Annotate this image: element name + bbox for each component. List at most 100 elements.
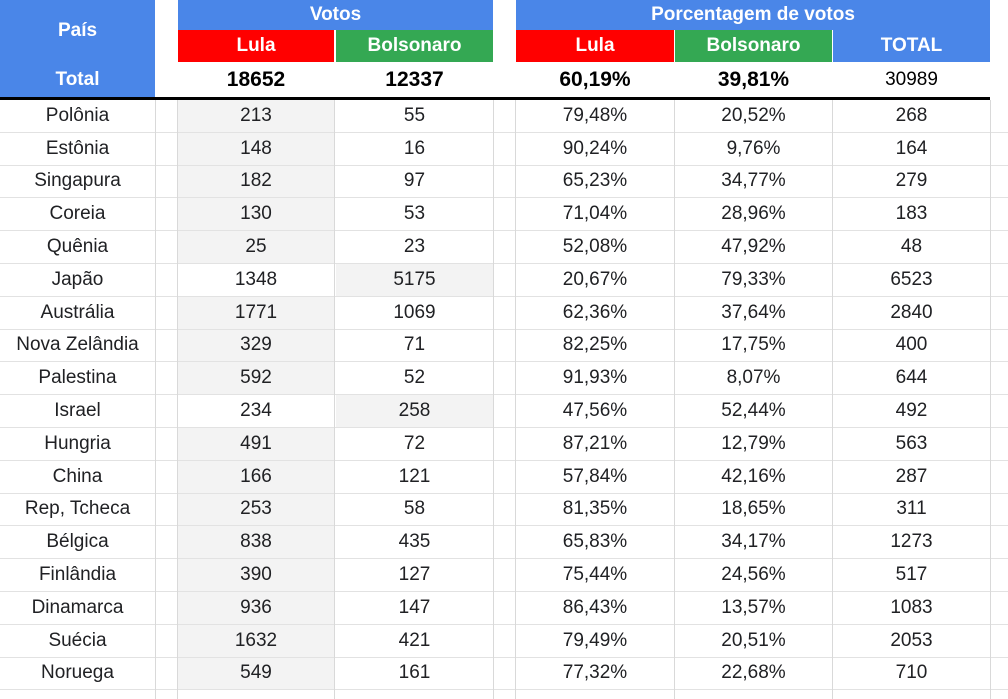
country-cell[interactable]: Bélgica (46, 531, 109, 553)
total-cell[interactable]: 183 (895, 203, 928, 225)
bolsonaro-votes-cell[interactable]: 58 (403, 498, 426, 520)
lula-pct-cell[interactable]: 71,04% (562, 203, 628, 225)
total-cell[interactable]: 48 (900, 236, 923, 258)
lula-pct-cell[interactable]: 52,08% (562, 236, 628, 258)
lula-pct-cell[interactable]: 62,36% (562, 301, 628, 323)
total-cell[interactable]: 164 (895, 137, 928, 159)
bolsonaro-pct-cell[interactable]: 9,76% (726, 137, 781, 159)
lula-votes-cell[interactable]: 1771 (178, 296, 334, 329)
country-cell[interactable]: Israel (54, 400, 101, 422)
lula-pct-cell[interactable]: 65,83% (562, 531, 628, 553)
country-cell[interactable]: Suécia (48, 629, 107, 651)
lula-pct-cell[interactable]: 79,49% (562, 629, 628, 651)
total-bolsonaro-pct[interactable]: 39,81% (675, 62, 832, 97)
bolsonaro-votes-cell[interactable]: 421 (398, 629, 431, 651)
country-cell[interactable]: Coreia (49, 203, 106, 225)
lula-pct-cell[interactable]: 81,35% (562, 498, 628, 520)
bolsonaro-votes-cell[interactable]: 71 (403, 334, 426, 356)
lula-votes-cell[interactable]: 130 (178, 198, 334, 231)
bolsonaro-pct-cell[interactable]: 34,77% (721, 170, 786, 192)
bolsonaro-votes-cell[interactable]: 258 (336, 395, 493, 427)
total-cell[interactable]: 492 (895, 400, 928, 422)
total-cell[interactable]: 563 (895, 432, 928, 454)
bolsonaro-votes-cell[interactable]: 121 (398, 465, 431, 487)
lula-votes-cell[interactable]: 1348 (234, 268, 278, 290)
country-cell[interactable]: Finlândia (38, 564, 117, 586)
bolsonaro-pct-cell[interactable]: 13,57% (721, 596, 786, 618)
header-pais[interactable]: País (0, 0, 155, 62)
country-cell[interactable]: Hungria (44, 432, 111, 454)
bolsonaro-pct-cell[interactable]: 52,44% (721, 400, 786, 422)
lula-pct-cell[interactable]: 77,32% (562, 662, 628, 684)
lula-pct-cell[interactable]: 57,84% (562, 465, 628, 487)
country-cell[interactable]: China (52, 465, 103, 487)
bolsonaro-pct-cell[interactable]: 20,51% (721, 629, 786, 651)
bolsonaro-pct-cell[interactable]: 42,16% (721, 465, 786, 487)
bolsonaro-pct-cell[interactable]: 28,96% (721, 203, 786, 225)
country-cell[interactable]: Palestina (38, 367, 117, 389)
header-pct-lula[interactable]: Lula (516, 30, 674, 62)
lula-votes-cell[interactable]: 213 (178, 100, 334, 132)
lula-votes-cell[interactable]: 936 (178, 592, 334, 624)
total-cell[interactable]: 400 (895, 334, 928, 356)
bolsonaro-votes-cell[interactable]: 161 (398, 662, 431, 684)
header-total[interactable]: TOTAL (833, 30, 990, 62)
bolsonaro-pct-cell[interactable]: 47,92% (721, 236, 786, 258)
bolsonaro-votes-cell[interactable]: 72 (403, 432, 426, 454)
bolsonaro-votes-cell[interactable]: 1069 (393, 301, 436, 323)
lula-pct-cell[interactable]: 75,44% (562, 564, 628, 586)
bolsonaro-pct-cell[interactable]: 18,65% (721, 498, 786, 520)
country-cell[interactable]: Singapura (34, 170, 121, 192)
bolsonaro-votes-cell[interactable]: 52 (403, 367, 426, 389)
lula-pct-cell[interactable]: 79,48% (562, 104, 628, 126)
total-cell[interactable]: 517 (895, 564, 928, 586)
lula-votes-cell[interactable]: 329 (178, 329, 334, 362)
country-cell[interactable]: Rep, Tcheca (24, 498, 131, 520)
lula-pct-cell[interactable]: 47,56% (562, 400, 628, 422)
lula-votes-cell[interactable]: 25 (178, 231, 334, 263)
header-votos-bolsonaro[interactable]: Bolsonaro (336, 30, 493, 62)
lula-votes-cell[interactable]: 148 (178, 132, 334, 165)
lula-votes-cell[interactable]: 1632 (178, 624, 334, 657)
country-cell[interactable]: Estônia (45, 137, 110, 159)
lula-votes-cell[interactable]: 592 (178, 362, 334, 395)
lula-votes-cell[interactable]: 166 (178, 460, 334, 493)
total-lula-pct[interactable]: 60,19% (516, 62, 674, 97)
bolsonaro-pct-cell[interactable]: 24,56% (721, 564, 786, 586)
total-cell[interactable]: 710 (895, 662, 928, 684)
bolsonaro-votes-cell[interactable]: 5175 (336, 264, 493, 296)
lula-votes-cell[interactable]: 491 (178, 428, 334, 460)
bolsonaro-votes-cell[interactable]: 97 (403, 170, 426, 192)
total-bolsonaro-votes[interactable]: 12337 (336, 62, 493, 97)
bolsonaro-pct-cell[interactable]: 34,17% (721, 531, 786, 553)
bolsonaro-pct-cell[interactable]: 17,75% (721, 334, 786, 356)
bolsonaro-votes-cell[interactable]: 55 (403, 104, 426, 126)
bolsonaro-votes-cell[interactable]: 16 (403, 137, 426, 159)
lula-votes-cell[interactable]: 838 (178, 526, 334, 559)
country-cell[interactable]: Japão (51, 268, 104, 290)
header-votos[interactable]: Votos (178, 0, 493, 30)
bolsonaro-votes-cell[interactable]: 53 (403, 203, 426, 225)
lula-pct-cell[interactable]: 65,23% (562, 170, 628, 192)
lula-pct-cell[interactable]: 86,43% (562, 596, 628, 618)
bolsonaro-votes-cell[interactable]: 23 (403, 236, 426, 258)
bolsonaro-pct-cell[interactable]: 8,07% (726, 367, 781, 389)
country-cell[interactable]: Noruega (41, 662, 114, 684)
total-label[interactable]: Total (0, 62, 155, 97)
bolsonaro-pct-cell[interactable]: 22,68% (721, 662, 786, 684)
header-votos-lula[interactable]: Lula (178, 30, 334, 62)
lula-votes-cell[interactable]: 390 (178, 559, 334, 591)
total-cell[interactable]: 2840 (890, 301, 933, 323)
total-cell[interactable]: 311 (896, 498, 927, 520)
lula-pct-cell[interactable]: 20,67% (562, 268, 628, 290)
bolsonaro-pct-cell[interactable]: 20,52% (721, 104, 786, 126)
total-votes[interactable]: 30989 (833, 62, 990, 97)
total-cell[interactable]: 644 (895, 367, 928, 389)
total-cell[interactable]: 279 (895, 170, 928, 192)
total-cell[interactable]: 287 (895, 465, 928, 487)
bolsonaro-votes-cell[interactable]: 147 (398, 596, 431, 618)
lula-votes-cell[interactable]: 182 (178, 165, 334, 198)
country-cell[interactable]: Dinamarca (31, 596, 124, 618)
bolsonaro-pct-cell[interactable]: 79,33% (721, 268, 786, 290)
lula-votes-cell[interactable]: 253 (178, 493, 334, 526)
